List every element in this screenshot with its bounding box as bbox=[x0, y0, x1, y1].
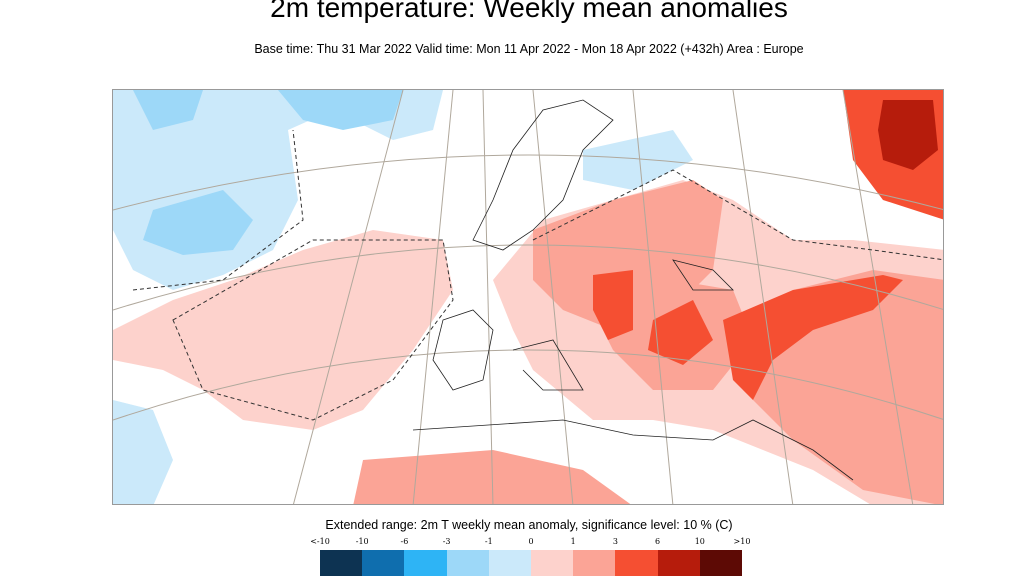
anomaly-map bbox=[112, 89, 944, 505]
legend-tick-label: -10 bbox=[355, 537, 369, 546]
legend-tick-label: 10 bbox=[694, 537, 705, 546]
significance-contours bbox=[132, 129, 943, 421]
legend-tick-label: 6 bbox=[655, 537, 661, 546]
warm-anomaly-strong-2 bbox=[648, 300, 713, 365]
legend-tick-label: 0 bbox=[528, 537, 534, 546]
warm-anomaly-extreme bbox=[878, 100, 938, 170]
legend-swatch bbox=[404, 550, 447, 576]
coastlines bbox=[412, 99, 854, 481]
legend-tick-label: -1 bbox=[484, 537, 493, 546]
legend-tick-label: <-10 bbox=[310, 537, 330, 546]
map-title: 2m temperature: Weekly mean anomalies bbox=[270, 0, 788, 23]
cold-anomaly-north bbox=[133, 90, 203, 130]
cold-anomaly-core bbox=[143, 190, 253, 255]
map-subtitle: Base time: Thu 31 Mar 2022 Valid time: M… bbox=[254, 42, 804, 56]
legend-tick-label: >10 bbox=[733, 537, 751, 546]
legend-tick-label: 1 bbox=[570, 537, 576, 546]
cold-anomaly-scandinavia bbox=[583, 130, 693, 190]
legend-swatch bbox=[362, 550, 405, 576]
map-svg bbox=[113, 90, 943, 504]
legend-swatch bbox=[615, 550, 658, 576]
legend-swatch bbox=[699, 550, 743, 576]
warm-anomaly-atlantic bbox=[113, 230, 453, 430]
legend-title: Extended range: 2m T weekly mean anomaly… bbox=[325, 518, 733, 532]
legend-swatch bbox=[446, 550, 489, 576]
legend-swatch bbox=[657, 550, 700, 576]
legend-tick-label: -3 bbox=[442, 537, 451, 546]
legend-swatch bbox=[488, 550, 532, 576]
cold-anomaly-southwest bbox=[113, 400, 173, 504]
legend-swatch bbox=[573, 550, 616, 576]
legend-tick-label: -6 bbox=[400, 537, 409, 546]
legend-swatch bbox=[531, 550, 574, 576]
warm-anomaly-strong-1 bbox=[593, 270, 633, 340]
legend-tick-label: 3 bbox=[612, 537, 618, 546]
legend-colorbar bbox=[320, 550, 743, 576]
graticule bbox=[113, 90, 943, 504]
cold-anomaly-greenland bbox=[278, 90, 403, 130]
legend-swatch bbox=[320, 550, 363, 576]
warm-anomaly-strong-3 bbox=[723, 275, 903, 400]
